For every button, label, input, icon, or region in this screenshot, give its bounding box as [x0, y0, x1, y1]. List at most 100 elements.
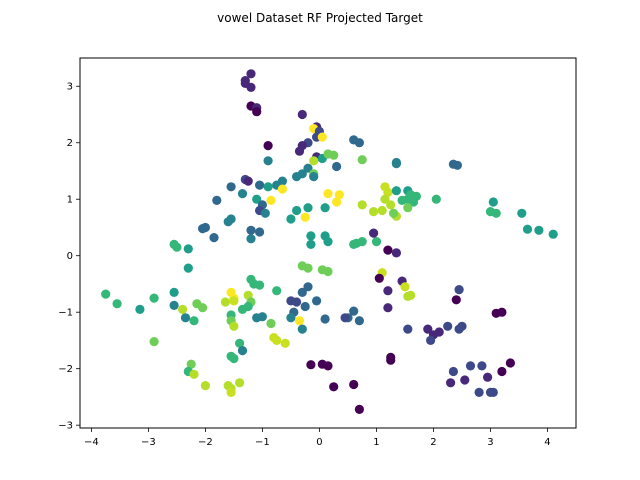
scatter-point: [391, 248, 401, 258]
scatter-point: [505, 358, 515, 368]
scatter-point: [178, 304, 188, 314]
x-tick-label: 2: [430, 437, 436, 448]
scatter-point: [303, 163, 313, 173]
scatter-point: [497, 307, 507, 317]
scatter-point: [460, 375, 470, 385]
scatter-point: [371, 237, 382, 247]
scatter-point: [257, 312, 267, 322]
scatter-point: [443, 321, 453, 331]
y-tick-label: 1: [67, 195, 73, 206]
scatter-point: [226, 387, 236, 397]
scatter-point: [280, 338, 290, 348]
scatter-point: [423, 324, 433, 334]
scatter-point: [488, 387, 498, 397]
x-tick-label: −3: [141, 437, 156, 448]
x-tick-label: 1: [373, 437, 379, 448]
scatter-point: [243, 176, 253, 186]
scatter-point: [465, 361, 476, 371]
scatter-point: [246, 69, 256, 79]
scatter-point: [354, 138, 364, 148]
scatter-point: [357, 155, 367, 165]
scatter-point: [369, 228, 379, 238]
scatter-point: [297, 169, 307, 179]
scatter-point: [112, 299, 122, 309]
scatter-point: [374, 273, 384, 283]
scatter-point: [451, 295, 461, 305]
scatter-point: [260, 208, 270, 218]
scatter-point: [286, 313, 296, 323]
scatter-point: [349, 379, 359, 390]
scatter-point: [237, 189, 248, 199]
scatter-point: [255, 280, 265, 290]
scatter-point: [383, 303, 393, 313]
scatter-point: [369, 207, 379, 217]
scatter-point: [303, 282, 313, 292]
scatter-point: [380, 194, 390, 204]
scatter-point: [272, 286, 282, 296]
scatter-point: [243, 301, 253, 312]
x-tick-label: 3: [487, 437, 493, 448]
y-tick-label: 3: [67, 82, 73, 93]
scatter-point: [491, 208, 501, 218]
scatter-point: [246, 82, 256, 92]
scatter-point: [246, 225, 256, 235]
scatter-point: [323, 361, 333, 371]
scatter-point: [229, 296, 239, 306]
scatter-point: [354, 404, 364, 414]
scatter-point: [220, 297, 230, 307]
x-tick-label: 4: [544, 437, 550, 448]
scatter-point: [400, 282, 410, 292]
scatter-point: [454, 285, 464, 295]
scatter-point: [180, 313, 191, 323]
scatter-point: [294, 146, 305, 156]
scatter-point: [386, 200, 396, 210]
scatter-point: [408, 197, 419, 207]
scatter-point: [266, 318, 276, 329]
scatter-point: [235, 338, 245, 348]
scatter-point: [488, 197, 498, 207]
scatter-point: [297, 324, 307, 334]
scatter-point: [403, 203, 413, 213]
scatter-point: [454, 324, 464, 334]
scatter-point: [483, 372, 493, 382]
scatter-point: [169, 300, 179, 310]
scatter-point: [431, 194, 441, 204]
scatter-point: [391, 186, 401, 196]
scatter-point: [306, 239, 316, 249]
scatter-point: [149, 337, 159, 347]
scatter-point: [334, 190, 344, 200]
scatter-point: [101, 289, 111, 299]
scatter-point: [186, 359, 196, 369]
scatter-point: [172, 242, 182, 252]
scatter-point: [303, 203, 313, 213]
scatter-point: [255, 227, 265, 237]
scatter-point: [309, 156, 319, 166]
scatter-point: [446, 378, 456, 388]
y-tick-label: −2: [58, 364, 73, 375]
scatter-point: [183, 244, 193, 254]
y-axis: −3 −2 −1 0 1 2 3: [58, 82, 80, 432]
scatter-point: [386, 355, 396, 365]
chart-title: vowel Dataset RF Projected Target: [217, 11, 423, 25]
scatter-point: [209, 233, 219, 243]
points-layer: [101, 69, 558, 414]
scatter-point: [189, 369, 199, 379]
x-tick-label: 0: [316, 437, 322, 448]
scatter-point: [323, 189, 333, 199]
scatter-point: [426, 335, 436, 345]
scatter-point: [183, 263, 193, 273]
scatter-point: [189, 316, 199, 326]
scatter-point: [297, 109, 307, 120]
scatter-point: [229, 321, 239, 331]
scatter-point: [277, 184, 287, 194]
scatter-point: [377, 205, 387, 216]
x-tick-label: −1: [255, 437, 270, 448]
scatter-point: [389, 208, 399, 218]
scatter-point: [272, 335, 282, 345]
scatter-point: [329, 382, 339, 392]
scatter-point: [332, 197, 342, 207]
scatter-point: [340, 313, 350, 323]
scatter-point: [522, 224, 533, 234]
scatter-point: [198, 224, 208, 234]
